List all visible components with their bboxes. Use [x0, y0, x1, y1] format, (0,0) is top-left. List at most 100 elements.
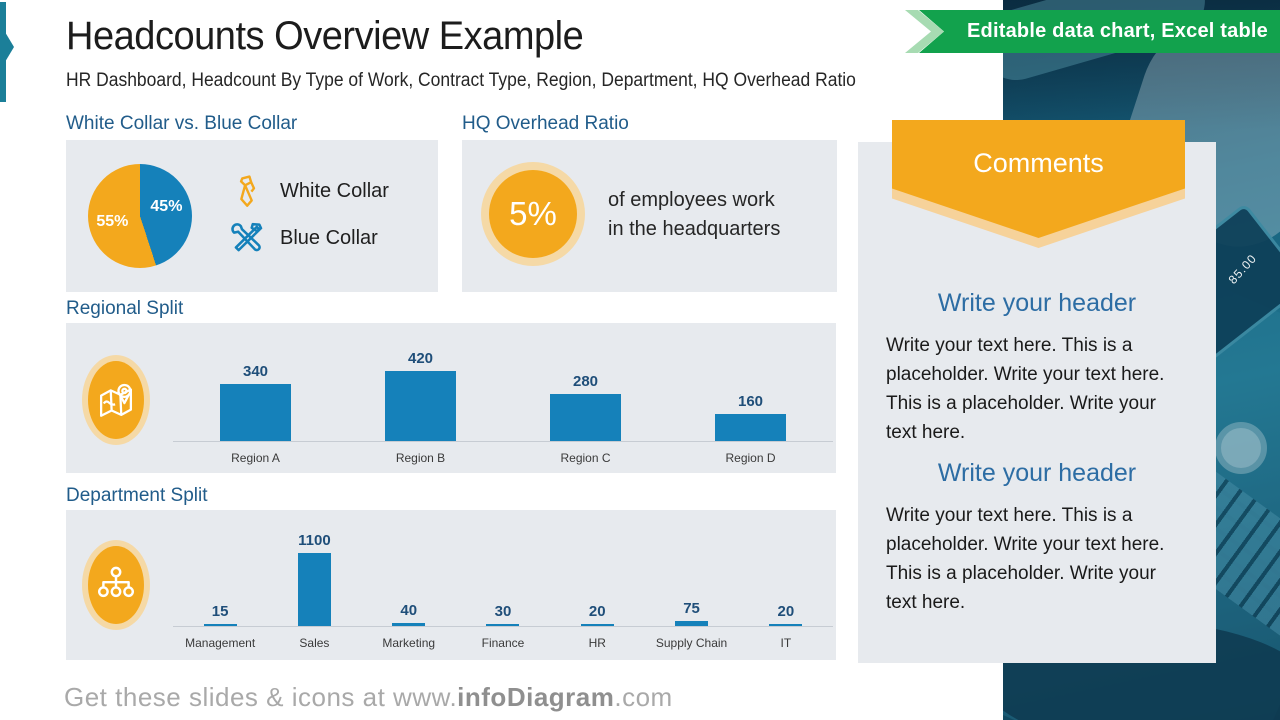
footer-link[interactable]: Get these slides & icons at www.infoDiag…	[64, 682, 673, 713]
comments-body-1: Write your text here. This is a placehol…	[886, 335, 1165, 443]
bar-column: 340	[173, 335, 338, 441]
regional-medallion	[82, 355, 150, 445]
bar-category-label: IT	[780, 636, 792, 650]
legend-row-blue-collar: Blue Collar	[228, 220, 378, 256]
bar-column: 30	[456, 520, 550, 626]
footer-brand: infoDiagram	[457, 682, 615, 712]
bar-category-label: Region B	[395, 451, 446, 465]
bar	[385, 371, 456, 441]
bar-column: IT	[739, 630, 833, 650]
bar-value-label: 15	[211, 602, 229, 620]
regional-x-axis	[173, 441, 833, 442]
pie-slice-label-blue-collar: 55%	[96, 212, 129, 230]
bar-value-label: 280	[572, 373, 599, 391]
bar	[297, 553, 331, 626]
tools-icon	[231, 222, 263, 252]
bar-value-label: 1100	[298, 532, 331, 549]
org-chart-icon	[88, 546, 144, 624]
bar-category-label: Region A	[231, 451, 280, 465]
department-medallion	[82, 540, 150, 630]
map-pin-icon	[88, 361, 144, 439]
hq-description-line2: in the headquarters	[608, 218, 781, 240]
bar-stack: 340	[220, 335, 291, 441]
page-title: Headcounts Overview Example	[66, 14, 584, 58]
bar-column: 75	[644, 520, 738, 626]
bar-column: 420	[338, 335, 503, 441]
hq-description-line1: of employees work	[608, 189, 775, 211]
regional-bar-chart: 340 420 280 160	[173, 335, 833, 441]
bar-column: 40	[362, 520, 456, 626]
collar-pie-chart: 45% 55%	[88, 164, 192, 268]
bar	[769, 623, 803, 626]
bar-value-label: 20	[777, 602, 795, 620]
department-panel: 15 1100 40 30 20 75 20 Management Sales Marketin…	[66, 510, 836, 660]
bar-value-label: 20	[588, 602, 606, 620]
legend-label: White Collar	[280, 179, 389, 202]
hq-section-title: HQ Overhead Ratio	[462, 113, 629, 134]
bar-column: 20	[739, 520, 833, 626]
bar	[580, 623, 614, 626]
tie-icon	[239, 175, 256, 207]
bar-column: Management	[173, 630, 267, 650]
comments-banner-shape	[892, 120, 1185, 238]
hq-kpi-value: 5%	[489, 170, 577, 258]
hq-kpi-ring: 5%	[481, 162, 585, 266]
bar-stack: 1100	[297, 520, 331, 626]
bar-value-label: 420	[407, 350, 434, 367]
bar-category-label: Supply Chain	[655, 636, 728, 650]
collar-section-title: White Collar vs. Blue Collar	[66, 113, 298, 134]
footer-suffix: .com	[614, 682, 673, 712]
department-category-axis: Management Sales Marketing Finance HR Supply …	[173, 630, 833, 650]
bar-column: 280	[503, 335, 668, 441]
comments-header-2: Write your header	[937, 459, 1137, 487]
bar-column: Region D	[668, 445, 833, 465]
bar-value-label: 40	[400, 602, 418, 620]
bar-column: Supply Chain	[644, 630, 738, 650]
regional-category-axis: Region A Region B Region C Region D	[173, 445, 833, 465]
bar-column: 20	[550, 520, 644, 626]
legend-label: Blue Collar	[280, 226, 378, 249]
bar-stack: 30	[486, 520, 520, 626]
bar-stack: 280	[550, 335, 621, 441]
bar	[220, 384, 291, 441]
regional-panel: 340 420 280 160 Region A Region B Region C Reg…	[66, 323, 836, 473]
bar-value-label: 340	[242, 363, 269, 381]
bar-column: Region B	[338, 445, 503, 465]
comments-header-1: Write your header	[937, 289, 1137, 317]
bar	[203, 623, 237, 626]
bar-column: 160	[668, 335, 833, 441]
bar-column: Region C	[503, 445, 668, 465]
ribbon-body	[919, 10, 1280, 53]
bar-stack: 75	[675, 520, 709, 626]
bar	[486, 623, 520, 626]
bar-category-label: HR	[588, 636, 606, 650]
teal-accent-arrow	[0, 2, 14, 102]
bar-column: Region A	[173, 445, 338, 465]
hq-panel: 5% of employees work in the headquarters	[462, 140, 837, 292]
collar-panel: 45% 55% White Collar Blue Collar	[66, 140, 438, 292]
editable-ribbon: Editable data chart, Excel table	[905, 10, 1280, 53]
legend-row-white-collar: White Collar	[228, 173, 389, 209]
bar-stack: 420	[385, 335, 456, 441]
photo-coffee-cup	[1215, 422, 1267, 474]
bar-value-label: 30	[494, 602, 512, 620]
bar-stack: 20	[580, 520, 614, 626]
comments-body-2: Write your text here. This is a placehol…	[886, 505, 1165, 613]
bar-value-label: 160	[737, 393, 764, 411]
footer-prefix: Get these slides & icons at www.	[64, 682, 458, 712]
regional-section-title: Regional Split	[66, 298, 184, 319]
bar-column: Marketing	[362, 630, 456, 650]
page-subtitle: HR Dashboard, Headcount By Type of Work,…	[66, 70, 856, 91]
comments-banner: Comments	[892, 120, 1185, 238]
bar-column: Sales	[267, 630, 361, 650]
pie-slice-label-white-collar: 45%	[150, 198, 183, 216]
comments-banner-label: Comments	[973, 148, 1104, 178]
bar-category-label: Region C	[560, 451, 611, 465]
department-bar-chart: 15 1100 40 30 20 75 20	[173, 520, 833, 626]
hq-description: of employees work in the headquarters	[608, 186, 780, 244]
bar-column: Finance	[456, 630, 550, 650]
bar-category-label: Marketing	[382, 636, 436, 650]
bar-category-label: Management	[185, 636, 256, 650]
bar-value-label: 75	[683, 600, 700, 618]
